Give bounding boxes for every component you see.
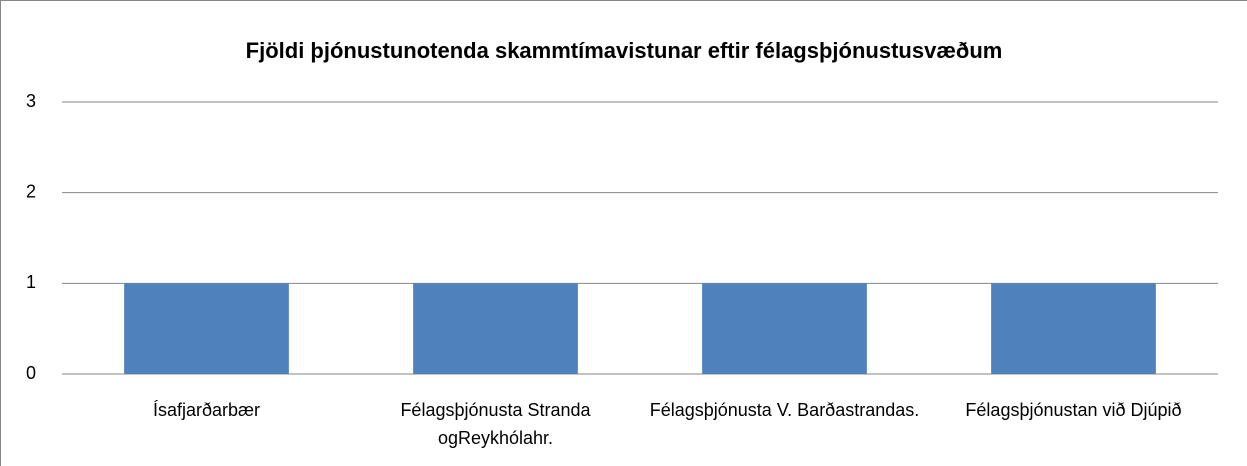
bar: [702, 283, 867, 374]
bar: [124, 283, 289, 374]
x-tick-label: Félagsþjónusta V. Barðastrandas.: [649, 400, 920, 420]
y-tick-label: 2: [26, 181, 36, 201]
y-tick-label: 3: [26, 91, 36, 111]
chart-title: Fjöldi þjónustunotenda skammtímavistunar…: [246, 38, 1003, 63]
bar: [991, 283, 1156, 374]
bar: [413, 283, 578, 374]
y-tick-label: 1: [26, 272, 36, 292]
x-tick-label: Ísafjarðarbær: [152, 400, 261, 420]
x-tick-label: Félagsþjónusta Stranda ogReykhólahr.: [400, 400, 591, 448]
y-tick-label: 0: [26, 363, 36, 383]
x-tick-label: Félagsþjónustan við Djúpið: [965, 400, 1182, 420]
